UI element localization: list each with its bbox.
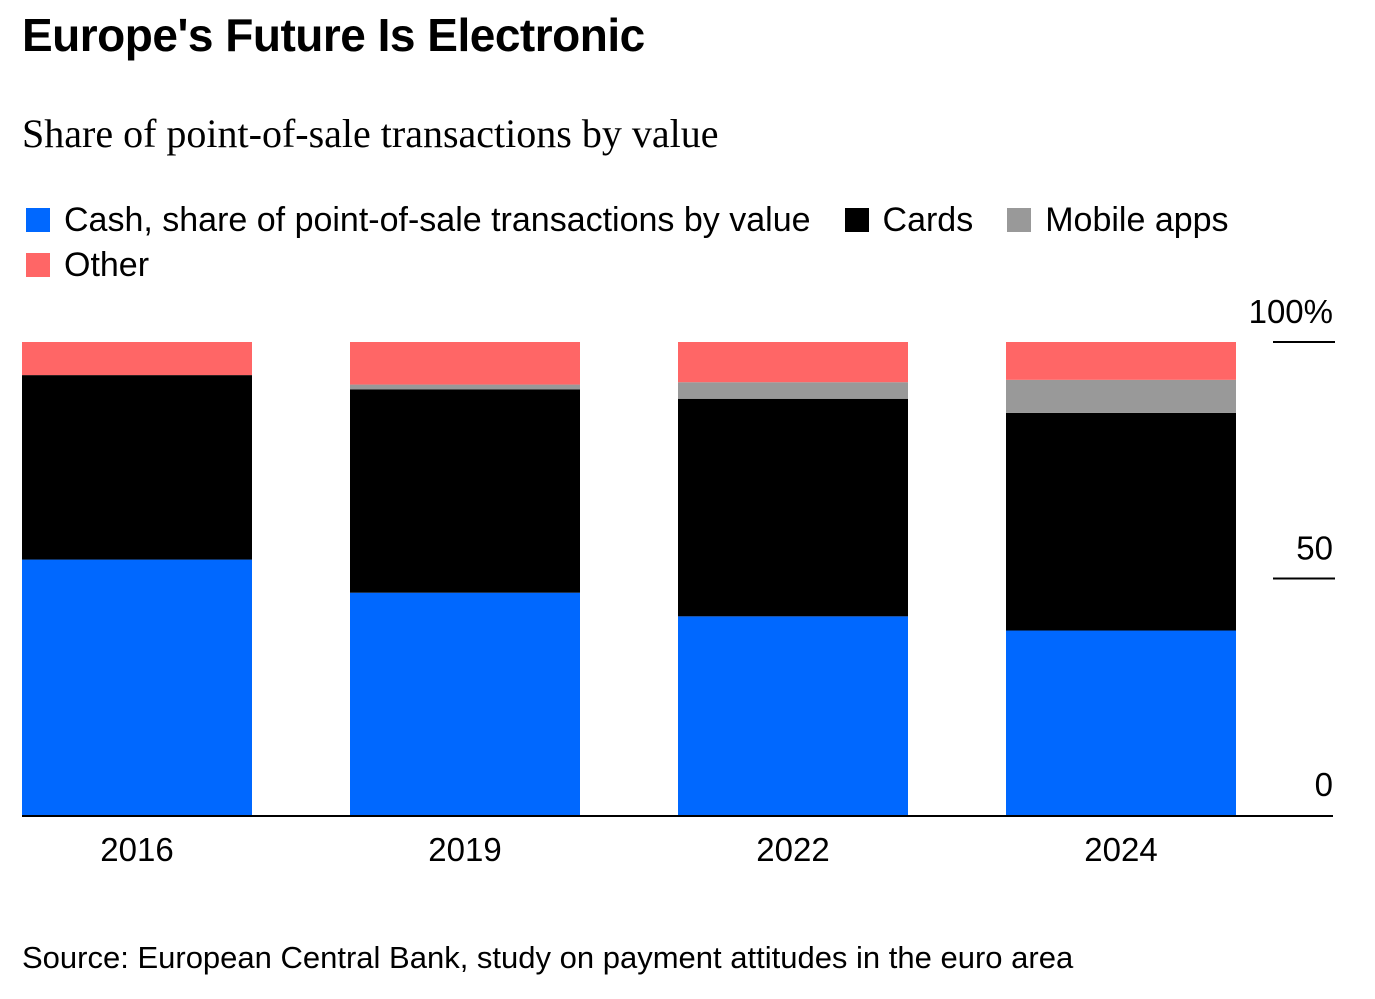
bar-cash-2019 xyxy=(350,592,580,815)
legend-swatch-other xyxy=(26,253,50,277)
x-tick-label-2019: 2019 xyxy=(428,831,501,868)
bar-cards-2022 xyxy=(678,398,908,617)
legend-label-other: Other xyxy=(64,246,150,284)
legend-label-cards: Cards xyxy=(882,201,974,239)
legend-item-mobile-apps: Mobile apps xyxy=(1007,198,1229,243)
bar-cards-2024 xyxy=(1006,412,1236,631)
legend-item-cards: Cards xyxy=(844,198,974,243)
bar-other-2022 xyxy=(678,342,908,383)
bar-cash-2022 xyxy=(678,616,908,815)
bar-cash-2016 xyxy=(22,559,252,815)
stacked-bar-chart: 0 50 100% 2016 2019 2022 2024 xyxy=(22,293,1335,868)
chart-title: Europe's Future Is Electronic xyxy=(22,9,645,61)
bar-mobile-apps-2022 xyxy=(678,382,908,399)
x-tick-label-2016: 2016 xyxy=(100,831,173,868)
bar-other-2016 xyxy=(22,342,252,376)
bar-cards-2016 xyxy=(22,375,252,560)
bar-cards-2019 xyxy=(350,389,580,593)
bar-other-2019 xyxy=(350,342,580,385)
bar-cash-2024 xyxy=(1006,630,1236,815)
legend-item-cash: Cash, share of point-of-sale transaction… xyxy=(26,198,811,243)
y-tick-label-0: 0 xyxy=(1315,766,1333,803)
legend: Cash, share of point-of-sale transaction… xyxy=(26,198,1366,288)
legend-item-other: Other xyxy=(26,243,149,288)
y-tick-label-100: 100% xyxy=(1249,293,1333,330)
legend-swatch-cash xyxy=(26,208,50,232)
x-axis: 2016 2019 2022 2024 xyxy=(22,815,1333,868)
bar-mobile-apps-2024 xyxy=(1006,379,1236,413)
bar-mobile-apps-2019 xyxy=(350,384,580,390)
bars-group xyxy=(22,342,1236,815)
bar-other-2024 xyxy=(1006,342,1236,380)
legend-label-cash: Cash, share of point-of-sale transaction… xyxy=(64,201,811,239)
legend-swatch-mobile-apps xyxy=(1007,208,1032,232)
x-tick-label-2024: 2024 xyxy=(1084,831,1157,868)
chart-subtitle: Share of point-of-sale transactions by v… xyxy=(22,111,719,156)
x-tick-label-2022: 2022 xyxy=(756,831,829,868)
y-tick-label-50: 50 xyxy=(1296,530,1333,567)
legend-label-mobile-apps: Mobile apps xyxy=(1045,201,1229,239)
legend-swatch-cards xyxy=(844,208,869,232)
y-axis: 0 50 100% xyxy=(1249,293,1335,803)
source-note: Source: European Central Bank, study on … xyxy=(22,940,1074,975)
